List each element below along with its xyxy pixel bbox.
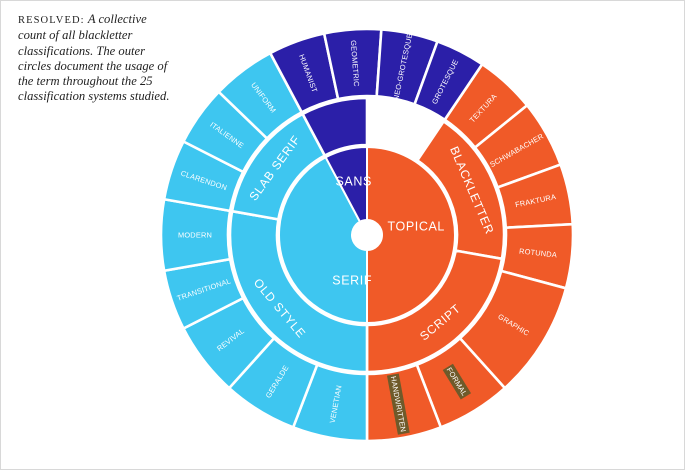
segment-sans-ring [300,96,369,158]
center-hole [352,220,382,250]
label-topical: TOPICAL [388,219,445,233]
label-highlight-handwritten [386,373,410,435]
label-serif: SERIF [332,274,372,288]
ring-hub: TOPICAL SERIF SANS [278,145,456,325]
caption: RESOLVED: A collective count of all blac… [18,12,176,105]
label-group-geometric: GEOMETRIC [349,40,361,88]
label-modern: MODERN [178,231,212,240]
ring-outer: TEXTURASCHWABACHERFRAKTURAROTUNDAGRAPHIC… [159,27,575,443]
segment-grotesque [412,39,484,122]
label-group-rotunda: ROTUNDA [519,247,558,260]
label-highlight-formal [442,363,472,400]
caption-lead: RESOLVED: [18,15,85,26]
label-rotunda: ROTUNDA [519,247,558,260]
label-group-topical: TOPICAL [388,219,445,233]
segment-old-style [228,209,369,374]
label-group-sans: SANS [335,175,371,189]
label-group-serif: SERIF [332,274,372,288]
label-sans: SANS [335,175,371,189]
caption-body: A collective count of all blackletter cl… [18,12,170,104]
label-group-modern: MODERN [178,231,212,240]
label-geometric: GEOMETRIC [349,40,361,88]
